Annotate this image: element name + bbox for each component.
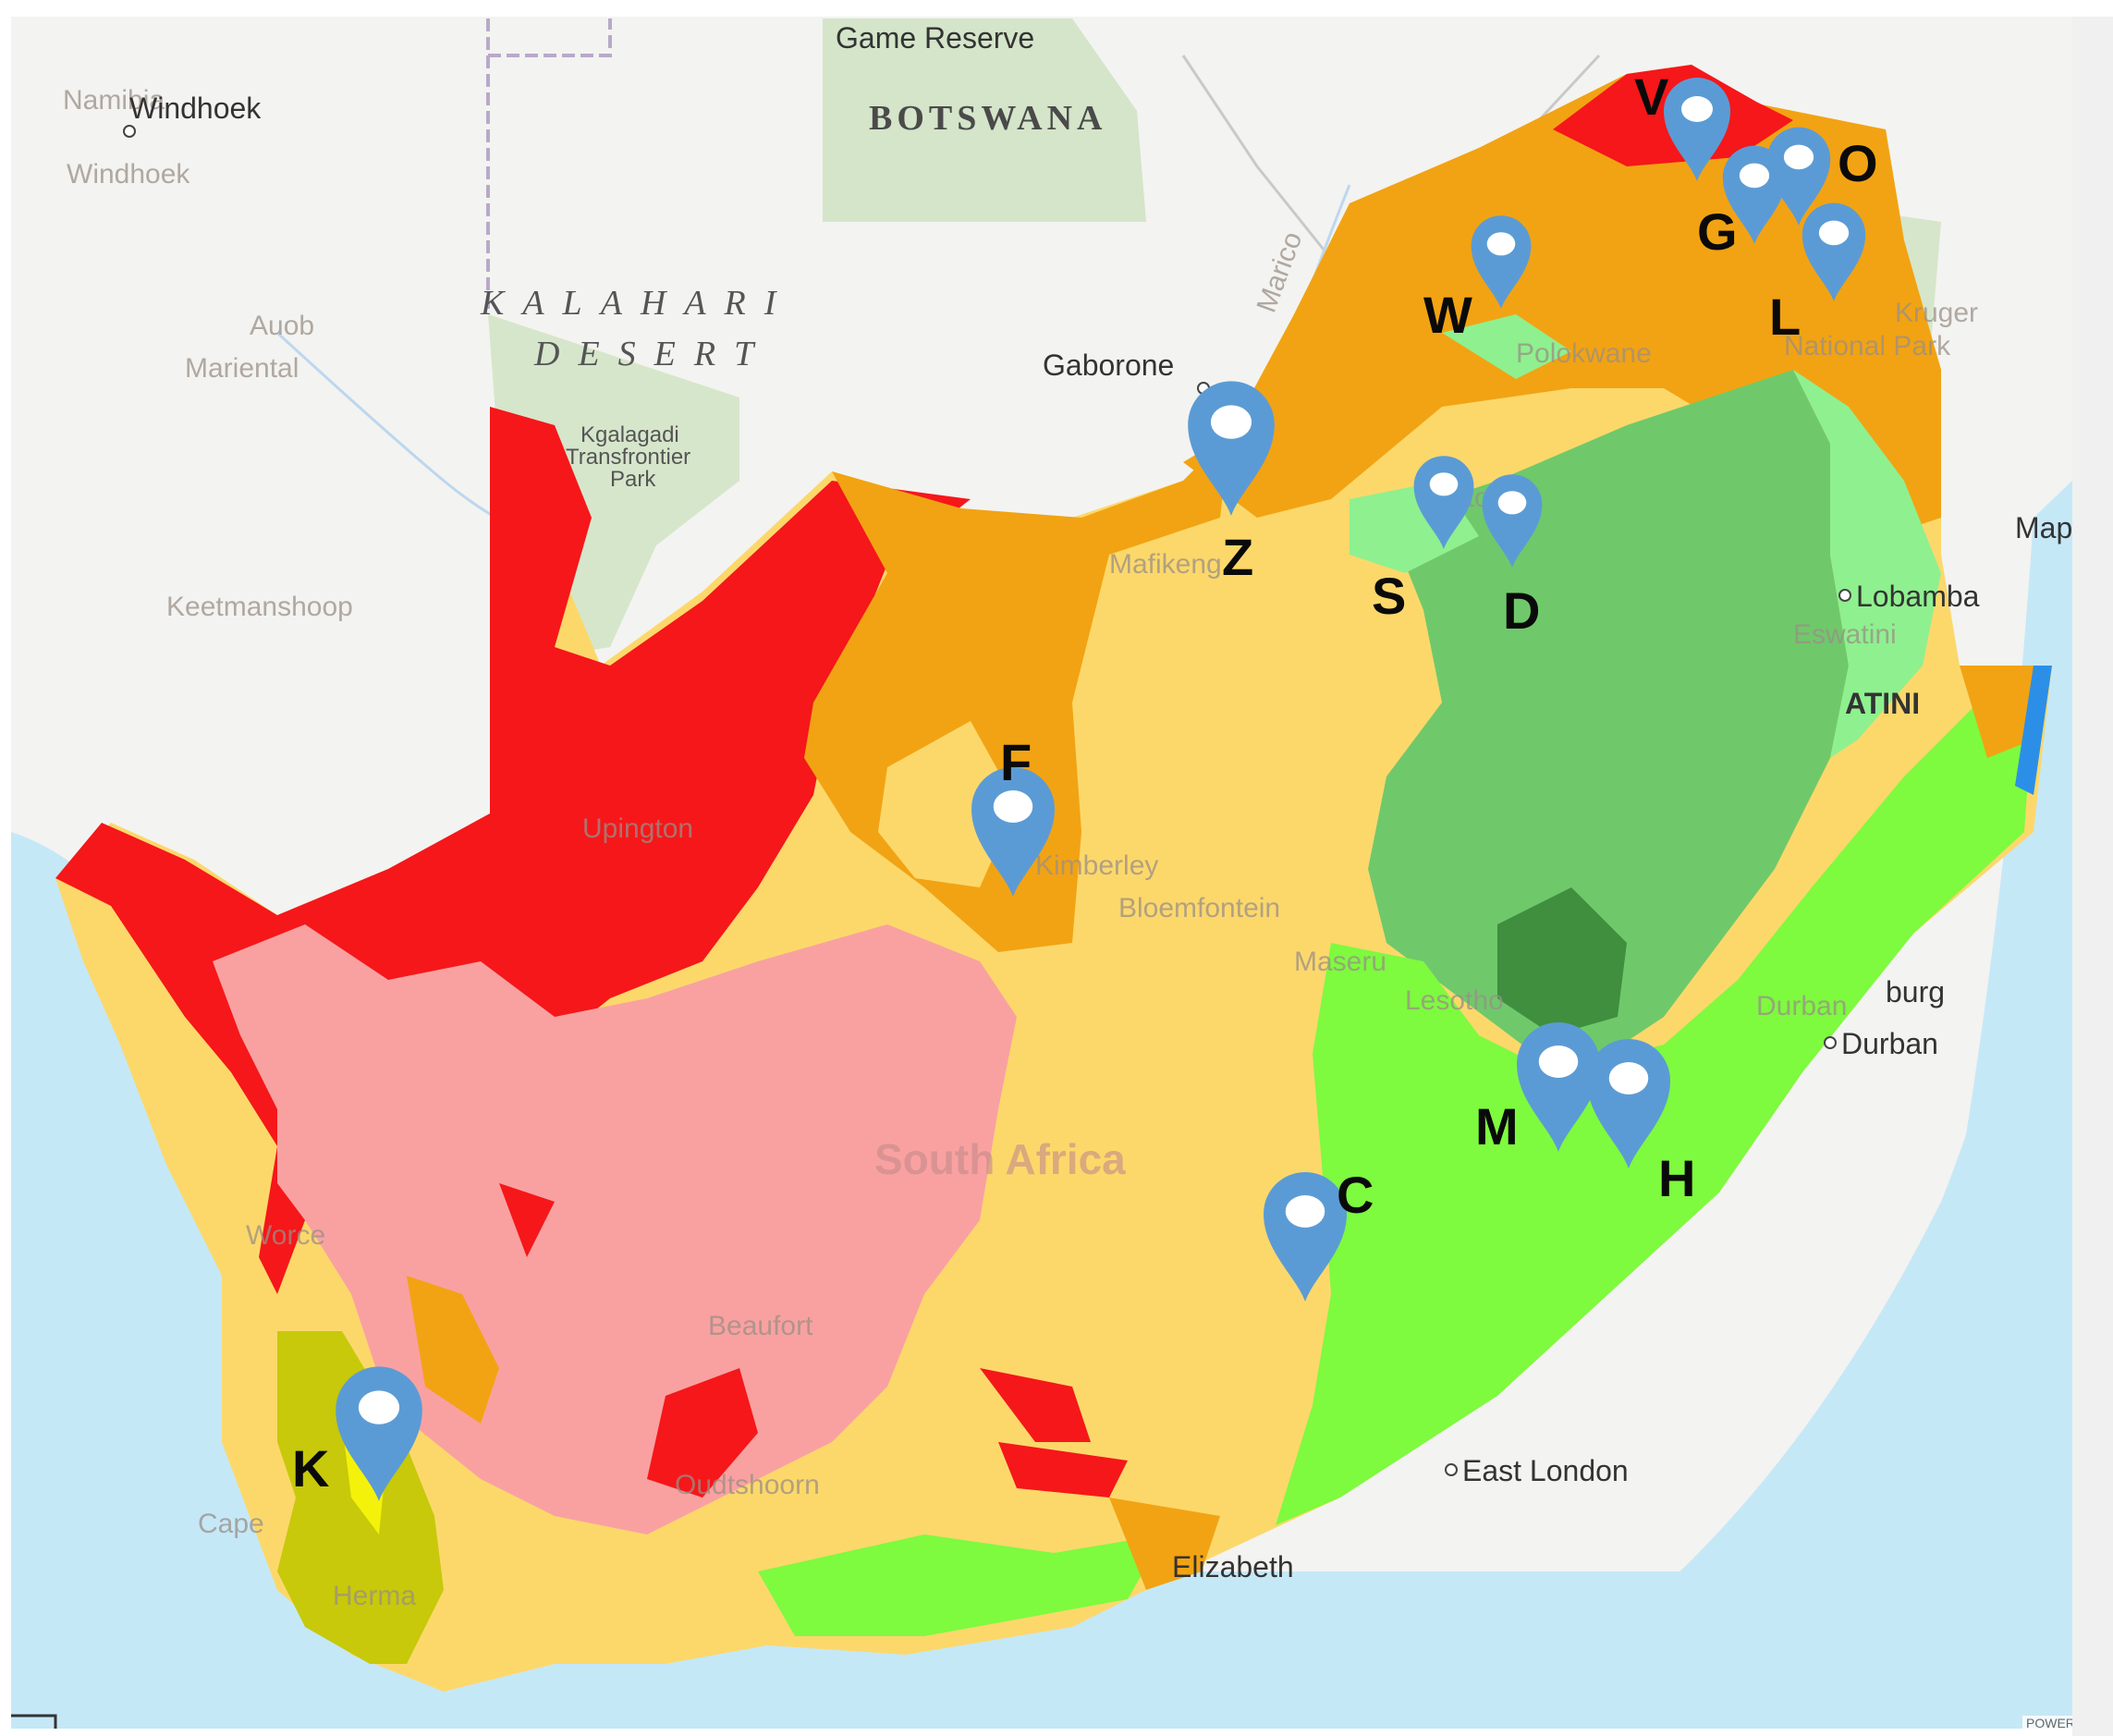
marker-label: O [1838, 134, 1878, 192]
zone-red-patch [647, 1368, 758, 1498]
map-marker-k[interactable]: K [292, 1366, 422, 1501]
zone-green-bright-south [758, 1534, 1165, 1636]
map-pin-icon [1471, 215, 1532, 309]
label-windhoek: Windhoek [129, 92, 262, 125]
marker-label: D [1503, 581, 1540, 640]
label-windhoek-faint: Windhoek [67, 159, 190, 189]
map-marker-z[interactable]: Z [1188, 381, 1275, 586]
map-marker-o[interactable]: O [1766, 127, 1878, 226]
zone-orange-south [1109, 1498, 1220, 1590]
label-kimberley: Kimberley [1035, 850, 1158, 881]
marker-label: W [1423, 286, 1472, 344]
marker-label: M [1475, 1097, 1519, 1155]
zone-pink [213, 924, 1017, 1534]
marker-label: Z [1222, 528, 1253, 586]
map-pin-icon [336, 1366, 422, 1501]
label-gaborone: Gaborone [1043, 348, 1174, 382]
map-marker-w[interactable]: W [1423, 215, 1532, 344]
marker-label: F [1000, 733, 1032, 791]
map-pin-icon [1517, 1022, 1600, 1152]
zone-orange-sw [407, 1276, 499, 1424]
label-mafikeng: Mafikeng [1109, 549, 1222, 580]
zone-blue-coast [2015, 666, 2052, 795]
marker-label: G [1697, 202, 1738, 261]
zone-orange-east [1960, 666, 2034, 758]
map-pin-icon [1802, 202, 1866, 301]
marker-label: K [292, 1439, 329, 1498]
marker-label: S [1372, 567, 1406, 625]
map-marker-d[interactable]: D [1482, 474, 1543, 640]
label-kgalagadi-1: Kgalagadi [580, 422, 679, 447]
marker-label: L [1769, 287, 1801, 346]
label-polokwane: Polokwane [1516, 338, 1652, 369]
label-keetmanshoop: Keetmanshoop [166, 592, 353, 622]
label-lesotho: Lesotho [1405, 985, 1504, 1016]
label-east-london: East London [1462, 1454, 1629, 1487]
label-hermanus: Herma [333, 1581, 416, 1611]
label-lobamba: Lobamba [1856, 580, 1980, 613]
map-marker-g[interactable]: G [1697, 145, 1787, 261]
map-marker-m[interactable]: M [1475, 1022, 1600, 1155]
label-desert: DESERT [533, 335, 772, 373]
label-worcester: Worce [246, 1220, 325, 1251]
label-kgalagadi-2: Transfrontier [566, 445, 690, 470]
zone-red-patch [499, 1183, 555, 1257]
map-pin-icon [1722, 145, 1787, 244]
label-national-park: National Park [1784, 331, 1951, 361]
label-durban-faint: Durban [1756, 991, 1847, 1021]
label-bloemfontein: Bloemfontein [1118, 893, 1280, 923]
scale-bar [11, 1714, 57, 1729]
label-botswana: BOTSWANA [869, 99, 1107, 138]
label-namibia: Namibia [63, 85, 165, 116]
map-marker-l[interactable]: L [1769, 202, 1866, 346]
map-pin-icon [1188, 381, 1275, 516]
marker-layer: V O GL W Z S D F M H C K [292, 67, 1878, 1501]
map-pin-icon [1413, 456, 1474, 549]
border-top [488, 18, 612, 57]
map-pin-icon [1587, 1039, 1670, 1168]
label-elizabeth: Elizabeth [1172, 1550, 1294, 1583]
botswana-park [823, 18, 1146, 222]
map-marker-f[interactable]: F [971, 733, 1055, 897]
map-marker-h[interactable]: H [1587, 1039, 1695, 1207]
label-south-africa: South Africa [874, 1135, 1126, 1183]
marker-label: H [1658, 1149, 1695, 1207]
label-maseru: Maseru [1294, 947, 1386, 977]
label-durban: Durban [1841, 1027, 1938, 1060]
map-pin-icon [1264, 1172, 1347, 1302]
zone-green-light [1442, 314, 1571, 379]
label-eswatini: Eswatini [1793, 619, 1897, 650]
label-eswatini-caps: ATINI [1845, 687, 1920, 720]
label-beaufort: Beaufort [708, 1311, 813, 1341]
label-maputo: Map [2015, 511, 2072, 544]
label-oudtshoorn: Oudtshoorn [675, 1470, 820, 1500]
label-burg: burg [1886, 975, 1945, 1009]
label-kgalagadi-3: Park [610, 467, 656, 492]
label-kruger: Kruger [1895, 298, 1978, 328]
label-game-reserve: Game Reserve [836, 21, 1034, 55]
zone-green-light [1793, 370, 1941, 758]
marker-label: C [1337, 1166, 1374, 1224]
label-mariental: Mariental [185, 353, 299, 384]
map-pin-icon [1766, 127, 1831, 226]
label-auob: Auob [250, 311, 314, 341]
map-marker-s[interactable]: S [1372, 456, 1474, 625]
zone-red-patch [980, 1368, 1091, 1442]
map-marker-c[interactable]: C [1264, 1166, 1374, 1302]
marker-label: V [1634, 67, 1668, 126]
zone-red-patch [998, 1442, 1128, 1498]
map-pin-icon [971, 767, 1055, 897]
map-pin-icon [1482, 474, 1543, 568]
zone-green-mid [1368, 370, 1849, 1054]
map-pin-icon [1664, 78, 1730, 181]
zone-green-dark [1497, 887, 1627, 1035]
label-upington: Upington [582, 813, 693, 844]
label-cape-town: Cape [198, 1509, 264, 1539]
map-marker-v[interactable]: V [1634, 67, 1730, 181]
label-kalahari: KALAHARI [480, 284, 794, 323]
